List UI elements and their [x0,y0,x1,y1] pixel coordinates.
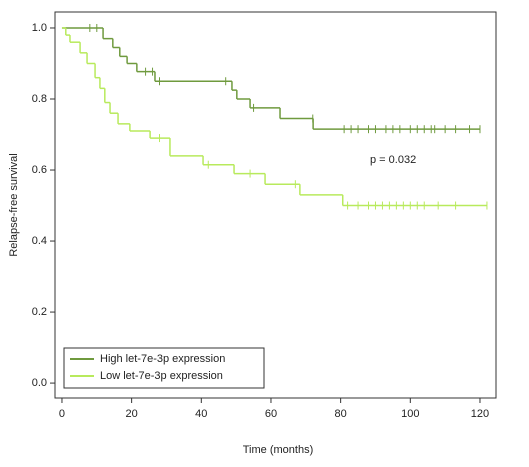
y-tick-label: 0.4 [32,235,47,247]
x-tick-label: 100 [401,408,419,420]
y-tick-label: 0.6 [32,164,47,176]
x-tick-label: 40 [195,408,207,420]
legend-box [63,347,265,389]
x-tick-label: 0 [59,408,65,420]
y-axis-label: Relapse-free survival [8,153,20,256]
y-tick-label: 0.2 [32,306,47,318]
legend-label: High let-7e-3p expression [100,353,225,365]
y-tick-label: 1.0 [32,22,47,34]
x-tick-label: 80 [335,408,347,420]
x-axis-label: Time (months) [243,444,314,456]
x-tick-label: 60 [265,408,277,420]
y-tick-label: 0.0 [32,377,47,389]
y-tick-label: 0.8 [32,93,47,105]
legend-label: Low let-7e-3p expression [100,370,223,382]
x-tick-label: 20 [126,408,138,420]
plot-frame [54,11,497,399]
annotation: p = 0.032 [370,154,416,166]
x-tick-label: 120 [471,408,489,420]
